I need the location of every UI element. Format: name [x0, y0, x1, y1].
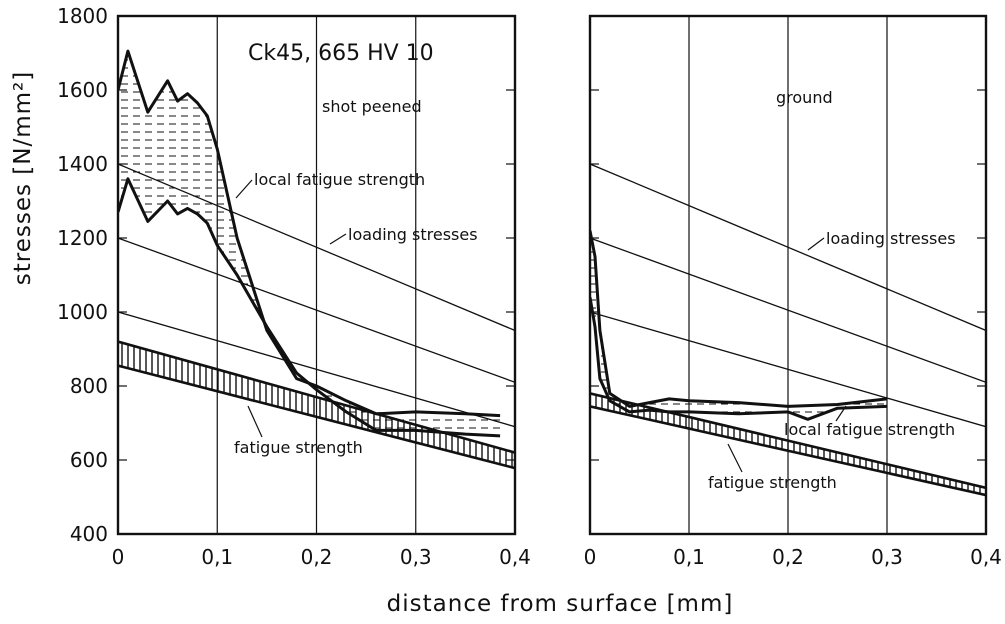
panel-title-ground: ground [776, 88, 833, 107]
xtick-label: 0,2 [301, 545, 333, 569]
fatigue-strength-lower [590, 405, 986, 497]
leader-fatigue-strength-left [247, 405, 263, 438]
y-axis-title: stresses [N/mm²] [10, 71, 36, 285]
specimen-label: Ck45, 665 HV 10 [248, 41, 434, 66]
ytick-label: 800 [70, 374, 108, 398]
fatigue-strength-band [118, 341, 515, 469]
ytick-label: 1600 [57, 78, 108, 102]
ytick-label: 1200 [57, 226, 108, 250]
panel-title-shot-peened: shot peened [322, 97, 422, 116]
leader-loading-stresses-right [807, 237, 825, 251]
xtick-label: 0,2 [772, 545, 804, 569]
ytick-label: 1800 [57, 4, 108, 28]
loading-stress-line-2 [590, 237, 986, 383]
xtick-label: 0,3 [871, 545, 903, 569]
local-fatigue-strength-upper [118, 49, 501, 418]
series-group-panel0 [118, 49, 515, 470]
xtick-label: 0 [112, 545, 125, 569]
series-group-panel1 [590, 163, 986, 497]
local-fatigue-strength-lower [590, 296, 888, 421]
fatigue-strength-lower [118, 364, 515, 470]
leader-local-fatigue-strength-right [835, 405, 847, 422]
ytick-label: 1400 [57, 152, 108, 176]
plot-frame-panel0 [116, 14, 517, 536]
local-fatigue-strength-upper [590, 230, 888, 408]
leader-local-fatigue-strength-left [235, 179, 253, 199]
label-local-fatigue-strength-right: local fatigue strength [784, 420, 955, 439]
loading-stress-line-3 [118, 311, 515, 428]
xtick-label: 0,3 [400, 545, 432, 569]
ytick-label: 600 [70, 448, 108, 472]
xtick-label: 0,4 [499, 545, 531, 569]
plot-frame-panel1 [588, 14, 988, 536]
label-loading-stresses-left: loading stresses [348, 225, 478, 244]
ytick-label: 1000 [57, 300, 108, 324]
xtick-label: 0 [584, 545, 597, 569]
label-local-fatigue-strength-left: local fatigue strength [254, 170, 425, 189]
xtick-label: 0,1 [673, 545, 705, 569]
loading-stress-line-3 [590, 311, 986, 428]
ytick-label: 400 [70, 522, 108, 546]
xtick-label: 0,4 [970, 545, 1002, 569]
local-fatigue-strength-lower [118, 177, 501, 438]
leader-loading-stresses-left [329, 233, 347, 245]
leader-fatigue-strength-right [727, 443, 743, 473]
x-axis-title: distance from surface [mm] [387, 591, 734, 617]
label-fatigue-strength-left: fatigue strength [234, 438, 363, 457]
xtick-label: 0,1 [201, 545, 233, 569]
label-fatigue-strength-right: fatigue strength [708, 473, 837, 492]
loading-stress-line-2 [118, 237, 515, 383]
loading-stress-line-1 [590, 163, 986, 332]
local-fatigue-strength-band [118, 51, 501, 436]
fatigue-strength-band [590, 393, 986, 496]
label-loading-stresses-right: loading stresses [826, 229, 956, 248]
